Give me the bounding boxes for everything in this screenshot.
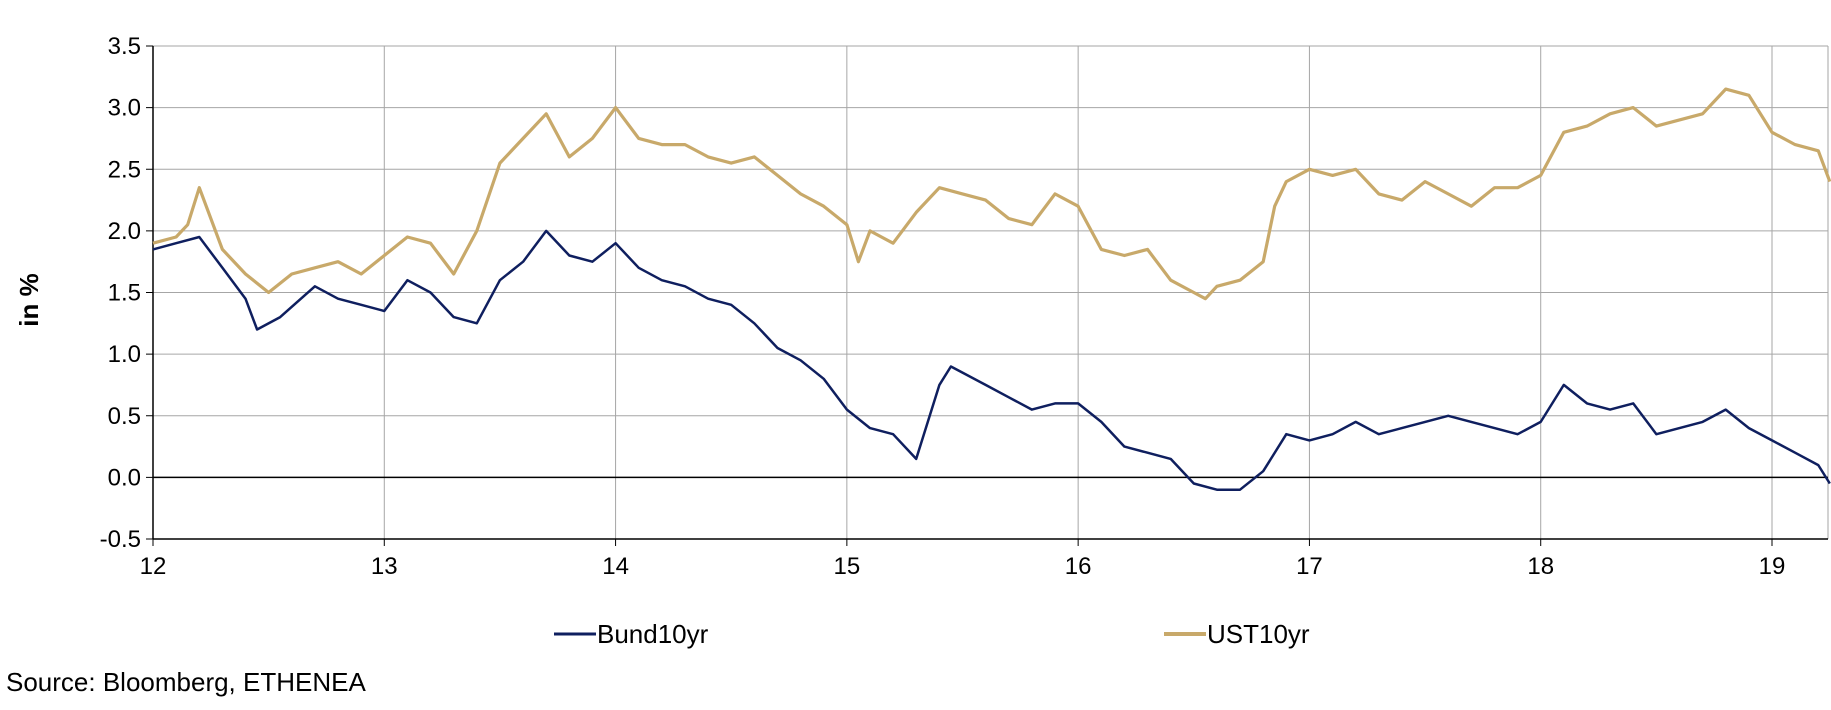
axes	[146, 45, 1828, 546]
series-lines	[152, 87, 1831, 491]
x-tick-label: 16	[1065, 553, 1092, 580]
series-line-bund10yr	[152, 229, 1831, 491]
y-axis-ticks: -0.5 0.0 0.5 1.0 1.5 2.0 2.5 3.0 3.5	[100, 33, 141, 553]
y-tick-label: 2.5	[108, 156, 141, 183]
legend-label-ust10yr: UST10yr	[1207, 619, 1310, 649]
y-tick-label: 1.0	[108, 341, 141, 368]
y-tick-label: 0.0	[108, 464, 141, 491]
x-axis-ticks: 12 13 14 15 16 17 18 19	[140, 553, 1786, 580]
x-tick-label: 14	[602, 553, 629, 580]
grid-lines	[153, 45, 1829, 540]
y-tick-label: 1.5	[108, 280, 141, 307]
x-tick-label: 19	[1759, 553, 1786, 580]
x-tick-label: 15	[834, 553, 861, 580]
y-axis-label: in %	[14, 273, 44, 326]
y-tick-label: 3.5	[108, 33, 141, 60]
y-tick-label: 3.0	[108, 95, 141, 122]
y-tick-label: 0.5	[108, 403, 141, 430]
legend: Bund10yr UST10yr	[554, 619, 1310, 649]
x-tick-label: 13	[371, 553, 398, 580]
y-tick-label: -0.5	[100, 526, 141, 553]
series-line-ust10yr	[152, 87, 1831, 301]
legend-label-bund10yr: Bund10yr	[597, 619, 709, 649]
source-note: Source: Bloomberg, ETHENEA	[6, 667, 366, 697]
y-tick-label: 2.0	[108, 218, 141, 245]
x-tick-label: 17	[1296, 553, 1323, 580]
x-tick-label: 12	[140, 553, 167, 580]
x-tick-label: 18	[1527, 553, 1554, 580]
